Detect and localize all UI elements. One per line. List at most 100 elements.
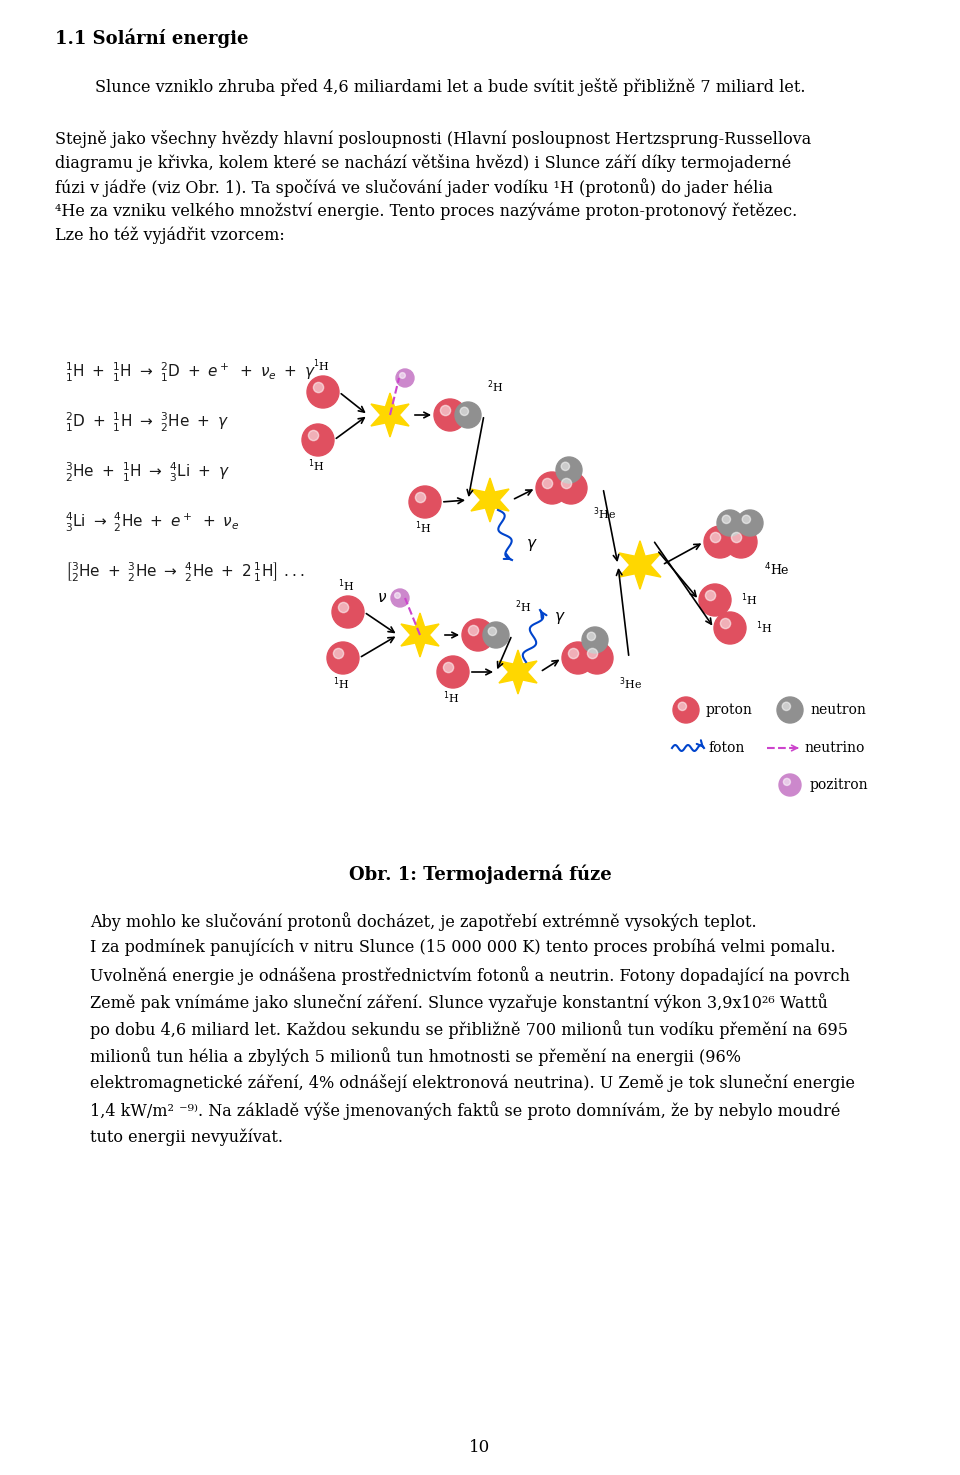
Circle shape — [581, 642, 613, 674]
Text: $\gamma$: $\gamma$ — [526, 537, 538, 553]
Polygon shape — [619, 541, 660, 589]
Circle shape — [777, 698, 803, 723]
Text: elektromagnetické záření, 4% odnášejí elektronová neutrina). U Země je tok slune: elektromagnetické záření, 4% odnášejí el… — [90, 1074, 855, 1092]
Circle shape — [555, 472, 587, 504]
Text: $\nu$: $\nu$ — [377, 591, 387, 605]
Text: ⁴He za vzniku velkého množství energie. Tento proces nazýváme proton-protonový ř: ⁴He za vzniku velkého množství energie. … — [55, 202, 797, 220]
Circle shape — [332, 596, 364, 628]
Text: Lze ho též vyjádřit vzorcem:: Lze ho též vyjádřit vzorcem: — [55, 226, 285, 243]
Circle shape — [468, 625, 479, 636]
Text: Země pak vnímáme jako sluneční záření. Slunce vyzařuje konstantní výkon 3,9x10²⁶: Země pak vnímáme jako sluneční záření. S… — [90, 993, 828, 1012]
Text: milionů tun hélia a zbylých 5 milionů tun hmotnosti se přemění na energii (96%: milionů tun hélia a zbylých 5 milionů tu… — [90, 1047, 741, 1066]
Text: 1.1 Solární energie: 1.1 Solární energie — [55, 28, 249, 47]
Text: $^1$H: $^1$H — [313, 358, 329, 375]
Circle shape — [568, 649, 579, 659]
Circle shape — [302, 423, 334, 456]
Text: Slunce vzniklo zhruba před 4,6 miliardami let a bude svítit ještě přibližně 7 mi: Slunce vzniklo zhruba před 4,6 miliardam… — [95, 78, 805, 96]
Text: $^2_1\mathrm{D}\ +\ ^1_1\mathrm{H}\ \rightarrow\ ^3_2\mathrm{He}\ +\ \gamma$: $^2_1\mathrm{D}\ +\ ^1_1\mathrm{H}\ \rig… — [65, 410, 228, 434]
Text: $^1$H: $^1$H — [333, 676, 349, 692]
Text: $^1_1\mathrm{H}\ +\ ^1_1\mathrm{H}\ \rightarrow\ ^2_1\mathrm{D}\ +\ e^+\ +\ \nu_: $^1_1\mathrm{H}\ +\ ^1_1\mathrm{H}\ \rig… — [65, 360, 316, 384]
Circle shape — [725, 527, 757, 558]
Text: $^1$H: $^1$H — [741, 591, 757, 608]
Circle shape — [782, 702, 790, 711]
Text: 1,4 kW/m² ⁻⁹⁾. Na základě výše jmenovaných faktů se proto domnívám, že by nebylo: 1,4 kW/m² ⁻⁹⁾. Na základě výše jmenovaný… — [90, 1100, 840, 1120]
Circle shape — [308, 431, 319, 441]
Text: $^1$H: $^1$H — [443, 690, 459, 707]
Circle shape — [395, 593, 400, 599]
Circle shape — [706, 590, 715, 600]
Text: $^3$He: $^3$He — [592, 506, 615, 522]
Text: $^2$H: $^2$H — [487, 379, 503, 395]
Text: $\left[^3_2\mathrm{He}\ +\ ^3_2\mathrm{He}\ \rightarrow\ ^4_2\mathrm{He}\ +\ 2\,: $\left[^3_2\mathrm{He}\ +\ ^3_2\mathrm{H… — [65, 560, 304, 584]
Text: $^4$He: $^4$He — [764, 562, 790, 578]
Circle shape — [489, 627, 496, 636]
Circle shape — [720, 618, 731, 628]
Text: Stejně jako všechny hvězdy hlavní posloupnosti (Hlavní posloupnost Hertzsprung-R: Stejně jako všechny hvězdy hlavní poslou… — [55, 130, 811, 148]
Circle shape — [710, 532, 721, 543]
Circle shape — [396, 369, 414, 386]
Circle shape — [416, 493, 425, 503]
Circle shape — [673, 698, 699, 723]
Text: $^3_2\mathrm{He}\ +\ ^1_1\mathrm{H}\ \rightarrow\ ^4_3\mathrm{Li}\ +\ \gamma$: $^3_2\mathrm{He}\ +\ ^1_1\mathrm{H}\ \ri… — [65, 460, 229, 484]
Text: Aby mohlo ke slučování protonů docházet, je zapotřebí extrémně vysokých teplot.: Aby mohlo ke slučování protonů docházet,… — [90, 912, 756, 931]
Text: neutron: neutron — [810, 704, 866, 717]
Text: tuto energii nevyužívat.: tuto energii nevyužívat. — [90, 1128, 283, 1146]
Circle shape — [483, 622, 509, 648]
Text: neutrino: neutrino — [804, 740, 864, 755]
Circle shape — [444, 662, 454, 673]
Circle shape — [556, 457, 582, 482]
Text: fúzi v jádře (viz Obr. 1). Ta spočívá ve slučování jader vodíku ¹H (protonů) do : fúzi v jádře (viz Obr. 1). Ta spočívá ve… — [55, 178, 773, 196]
Circle shape — [779, 774, 801, 796]
Circle shape — [732, 532, 742, 543]
Text: Uvolněná energie je odnášena prostřednictvím fotonů a neutrin. Fotony dopadající: Uvolněná energie je odnášena prostřednic… — [90, 966, 850, 985]
Text: 10: 10 — [469, 1440, 491, 1456]
Polygon shape — [471, 478, 509, 522]
Circle shape — [562, 462, 569, 471]
Circle shape — [434, 400, 466, 431]
Circle shape — [704, 527, 736, 558]
Polygon shape — [401, 614, 439, 656]
Text: pozitron: pozitron — [810, 777, 869, 792]
Circle shape — [307, 376, 339, 409]
Circle shape — [437, 656, 469, 687]
Text: $^1$H: $^1$H — [415, 519, 431, 537]
Text: $^3$He: $^3$He — [618, 676, 641, 692]
Circle shape — [562, 642, 594, 674]
Circle shape — [737, 510, 763, 535]
Circle shape — [722, 515, 731, 524]
Circle shape — [714, 612, 746, 645]
Circle shape — [338, 602, 348, 612]
Circle shape — [399, 373, 405, 379]
Circle shape — [455, 403, 481, 428]
Circle shape — [391, 589, 409, 608]
Circle shape — [441, 406, 450, 416]
Text: foton: foton — [708, 740, 744, 755]
Circle shape — [460, 407, 468, 416]
Text: po dobu 4,6 miliard let. Každou sekundu se přibližně 700 milionů tun vodíku přem: po dobu 4,6 miliard let. Každou sekundu … — [90, 1021, 848, 1038]
Circle shape — [462, 620, 494, 650]
Circle shape — [742, 515, 751, 524]
Circle shape — [409, 485, 441, 518]
Circle shape — [327, 642, 359, 674]
Circle shape — [536, 472, 568, 504]
Circle shape — [313, 382, 324, 392]
Text: I za podmínek panujících v nitru Slunce (15 000 000 K) tento proces probíhá velm: I za podmínek panujících v nitru Slunce … — [90, 940, 835, 956]
Text: $^1$H: $^1$H — [756, 620, 772, 636]
Circle shape — [699, 584, 731, 617]
Circle shape — [333, 649, 344, 659]
Circle shape — [717, 510, 743, 535]
Text: $^2$H: $^2$H — [515, 599, 531, 615]
Circle shape — [678, 702, 686, 711]
Text: $\gamma$: $\gamma$ — [554, 611, 565, 625]
Polygon shape — [371, 392, 409, 437]
Circle shape — [588, 649, 598, 659]
Circle shape — [562, 478, 571, 488]
Text: $^4_3\mathrm{Li}\ \rightarrow\ ^4_2\mathrm{He}\ +\ e^+\ +\ \nu_e$: $^4_3\mathrm{Li}\ \rightarrow\ ^4_2\math… — [65, 510, 239, 534]
Text: Obr. 1: Termojaderná fúze: Obr. 1: Termojaderná fúze — [348, 864, 612, 885]
Text: proton: proton — [706, 704, 753, 717]
Circle shape — [542, 478, 553, 488]
Text: $^1$H: $^1$H — [338, 578, 354, 594]
Circle shape — [582, 627, 608, 653]
Circle shape — [783, 779, 790, 786]
Circle shape — [588, 633, 595, 640]
